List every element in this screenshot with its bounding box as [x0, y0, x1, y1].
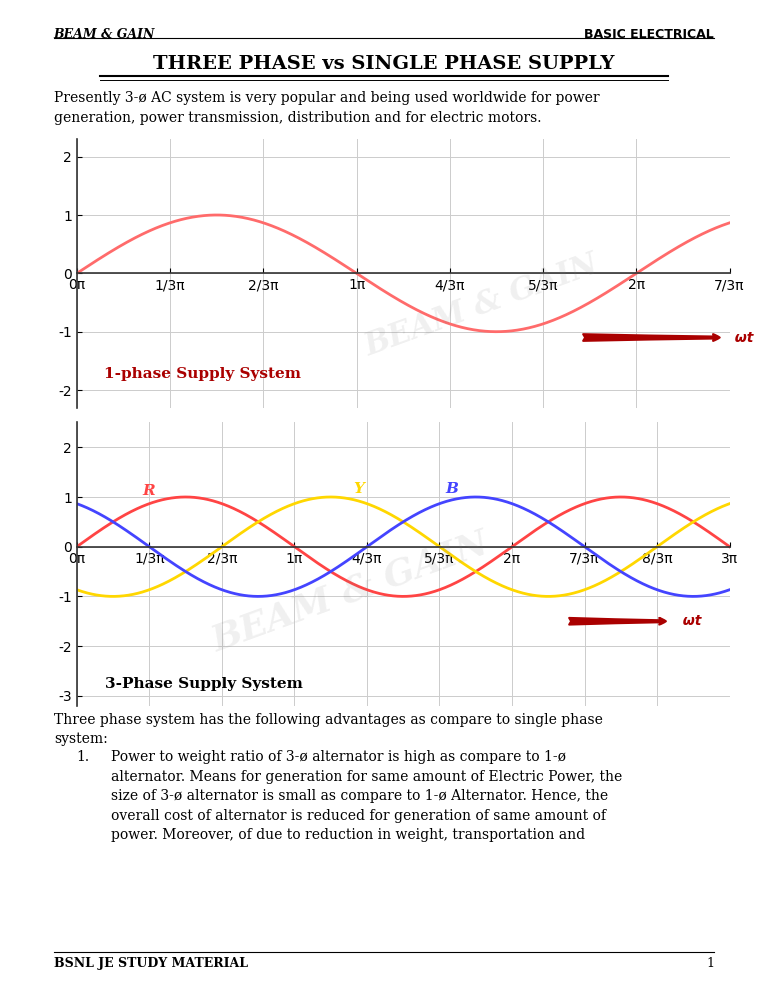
- Text: Presently 3-ø AC system is very popular and being used worldwide for power
gener: Presently 3-ø AC system is very popular …: [54, 91, 599, 125]
- Text: BEAM & GAIN: BEAM & GAIN: [360, 248, 603, 363]
- Text: BEAM & GAIN: BEAM & GAIN: [207, 527, 495, 658]
- Text: Power to weight ratio of 3-ø alternator is high as compare to 1-ø
alternator. Me: Power to weight ratio of 3-ø alternator …: [111, 750, 623, 843]
- Text: THREE PHASE vs SINGLE PHASE SUPPLY: THREE PHASE vs SINGLE PHASE SUPPLY: [154, 55, 614, 73]
- Text: B: B: [445, 482, 458, 496]
- Text: ωt: ωt: [725, 331, 753, 345]
- Text: BASIC ELECTRICAL: BASIC ELECTRICAL: [584, 28, 714, 41]
- Text: R: R: [142, 483, 155, 498]
- Text: BSNL JE STUDY MATERIAL: BSNL JE STUDY MATERIAL: [54, 957, 248, 970]
- Text: Y: Y: [353, 482, 364, 496]
- Text: 1.: 1.: [77, 750, 90, 764]
- Text: ωt: ωt: [673, 614, 701, 628]
- Text: 3-Phase Supply System: 3-Phase Supply System: [104, 677, 303, 692]
- Text: 1: 1: [707, 957, 714, 970]
- Text: 1-phase Supply System: 1-phase Supply System: [104, 368, 300, 382]
- Text: Three phase system has the following advantages as compare to single phase
syste: Three phase system has the following adv…: [54, 713, 603, 746]
- Text: BEAM & GAIN: BEAM & GAIN: [54, 28, 155, 41]
